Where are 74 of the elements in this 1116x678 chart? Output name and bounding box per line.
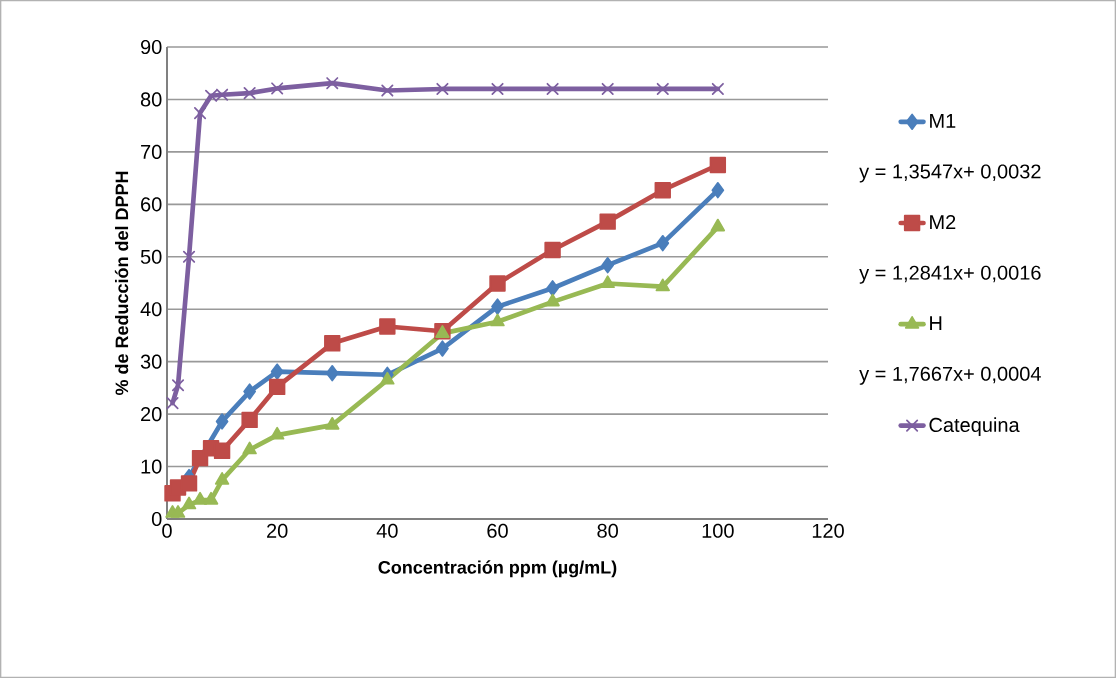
point (436, 82, 449, 96)
point (380, 371, 395, 385)
y-tick-label: 80 (140, 92, 162, 107)
point (182, 250, 196, 263)
point (491, 298, 504, 315)
legend-label: Catequina (929, 417, 1020, 436)
legend-label: H (930, 316, 942, 331)
point (710, 218, 726, 232)
point (166, 397, 179, 410)
point (436, 340, 449, 357)
point (326, 77, 339, 90)
point (601, 82, 614, 96)
y-tick-label: 70 (141, 144, 162, 159)
point (711, 82, 724, 96)
point (656, 234, 670, 252)
y-tick-label: 50 (140, 249, 162, 264)
x-tick-label: 100 (702, 523, 734, 538)
point (656, 82, 669, 96)
text: y = 1,2841x+ 0,0016 (859, 265, 1041, 284)
x-tick-label: 120 (812, 523, 844, 538)
point (270, 363, 284, 380)
y-tick-label: 0 (151, 511, 162, 527)
point (381, 84, 394, 97)
point (268, 378, 286, 396)
point (324, 335, 341, 352)
y-tick-label: 40 (140, 302, 162, 317)
y-tick-label: 20 (141, 407, 162, 422)
point (203, 491, 219, 505)
point (194, 107, 207, 120)
point (709, 156, 727, 174)
point (181, 496, 197, 510)
y-tick-label: 60 (141, 197, 162, 212)
point (655, 278, 670, 292)
point (269, 426, 285, 440)
point (170, 505, 186, 518)
point (711, 181, 725, 199)
point (600, 275, 615, 289)
y-axis-title: % de Reducción del DPPH (114, 171, 129, 396)
point (241, 411, 258, 429)
text: y = 1,3547x+ 0,0032 (859, 164, 1041, 183)
text: y = 1,7667x+ 0,0004 (859, 366, 1041, 385)
point (490, 313, 505, 327)
point (242, 441, 257, 455)
point (546, 82, 559, 96)
legend-label: M2 (930, 215, 956, 229)
y-tick-label: 10 (141, 459, 162, 474)
point (491, 82, 504, 96)
point (325, 365, 339, 382)
point (171, 379, 185, 392)
point (243, 87, 256, 100)
point (599, 213, 616, 230)
y-tick-label: 30 (140, 354, 162, 369)
point (379, 318, 396, 335)
x-tick-label: 0 (162, 523, 172, 538)
point (325, 416, 340, 430)
point (180, 475, 198, 492)
point (243, 383, 256, 400)
y-tick-label: 90 (140, 39, 162, 55)
point (654, 181, 671, 199)
point (546, 280, 559, 297)
legend-label: M1 (930, 113, 956, 128)
x-tick-label: 40 (376, 523, 398, 538)
x-tick-label: 80 (597, 523, 618, 538)
point (601, 256, 615, 274)
point (271, 82, 284, 95)
x-tick-label: 60 (487, 523, 508, 538)
point (213, 442, 231, 460)
point (544, 241, 561, 259)
x-axis-title: Concentración ppm (µg/mL) (378, 560, 617, 578)
point (215, 413, 229, 430)
point (489, 275, 506, 292)
x-tick-label: 20 (267, 523, 288, 538)
point (214, 471, 230, 485)
point (545, 293, 560, 307)
